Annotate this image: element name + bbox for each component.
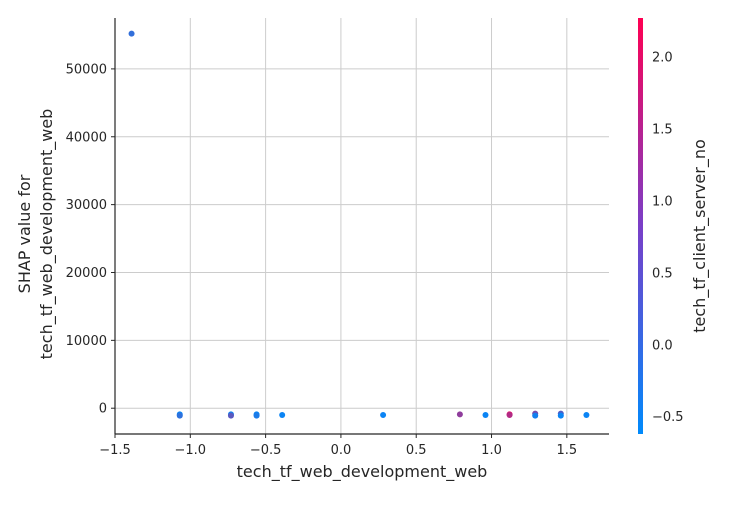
scatter-point xyxy=(227,412,234,419)
scatter-point xyxy=(279,411,286,418)
scatter-point xyxy=(506,411,513,418)
scatter-point xyxy=(532,412,539,419)
colorbar-tick-label: 1.5 xyxy=(652,122,673,137)
y-axis-label-line-2: tech_tf_web_development_web xyxy=(37,109,57,360)
scatter-point xyxy=(128,30,135,37)
x-tick-label: 0.0 xyxy=(331,443,352,458)
y-tick-label: 40000 xyxy=(66,130,107,145)
axes: −1.5 −1.0 −0.5 0.0 0.5 1.0 1.5 0 10000 20000 30000… xyxy=(15,18,609,482)
colorbar-label: tech_tf_client_server_no xyxy=(690,139,710,332)
scatter-point xyxy=(380,411,387,418)
scatter-point xyxy=(583,411,590,418)
y-axis-label-line-1: SHAP value for xyxy=(15,174,34,293)
y-tick-label: 30000 xyxy=(66,198,107,213)
y-tick-label: 0 xyxy=(99,402,107,417)
scatter-point xyxy=(456,411,463,418)
colorbar-tick-label: 0.0 xyxy=(652,338,673,353)
scatter-point xyxy=(253,412,260,419)
y-axis-label: SHAP value for tech_tf_web_development_we… xyxy=(15,109,57,360)
x-tick-label: 0.5 xyxy=(406,443,427,458)
x-tick-label: −0.5 xyxy=(250,443,282,458)
scatter-point xyxy=(482,411,489,418)
x-tick-label: −1.5 xyxy=(99,443,131,458)
y-tick-label: 20000 xyxy=(66,266,107,281)
scatter-points xyxy=(128,30,590,419)
x-axis-label: tech_tf_web_development_web xyxy=(237,462,488,482)
grid xyxy=(114,18,609,434)
y-tick-label: 10000 xyxy=(66,334,107,349)
x-tick-label: −1.0 xyxy=(175,443,207,458)
colorbar-tick-label: −0.5 xyxy=(652,410,684,425)
scatter-point xyxy=(176,412,183,419)
colorbar: −0.5 0.0 0.5 1.0 1.5 2.0 tech_tf_client_server… xyxy=(638,18,710,434)
y-tick-label: 50000 xyxy=(66,62,107,77)
colorbar-gradient xyxy=(638,18,643,434)
scatter-point xyxy=(557,412,564,419)
x-tick-label: 1.0 xyxy=(481,443,502,458)
colorbar-tick-label: 0.5 xyxy=(652,266,673,281)
colorbar-tick-label: 1.0 xyxy=(652,194,673,209)
colorbar-tick-label: 2.0 xyxy=(652,50,673,65)
x-tick-label: 1.5 xyxy=(556,443,577,458)
